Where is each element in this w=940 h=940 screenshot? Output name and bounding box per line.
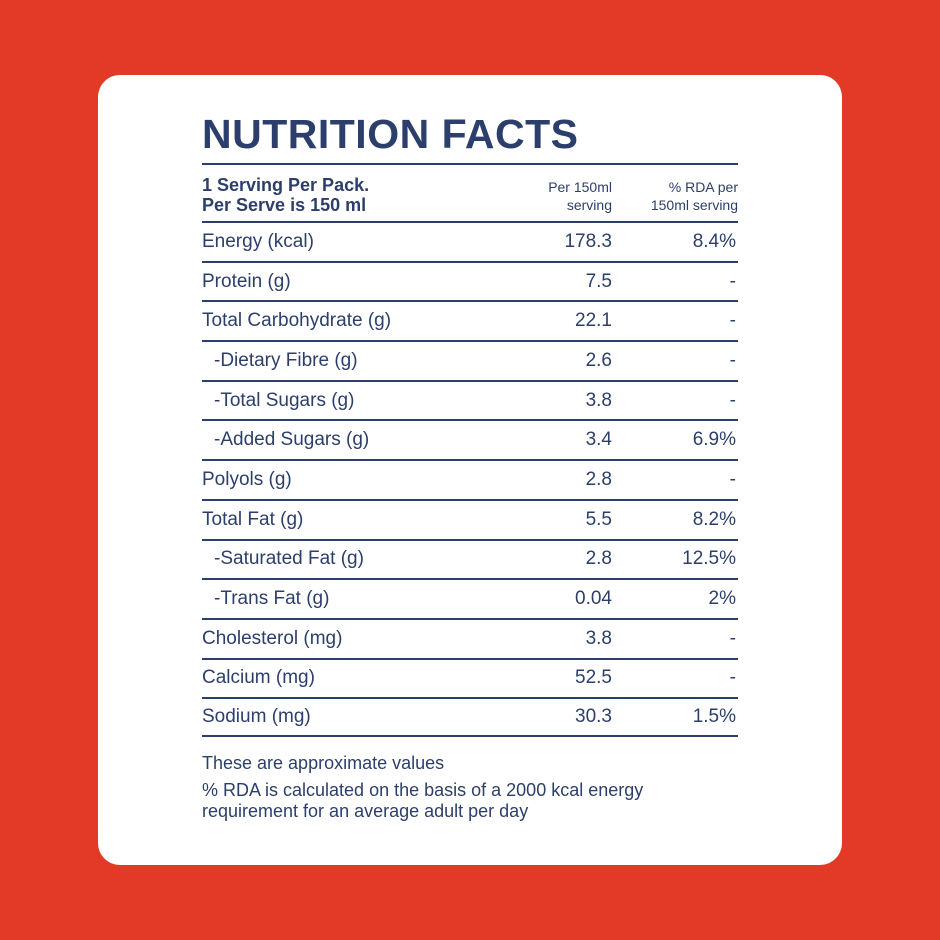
per-serving-value: 2.6 — [585, 349, 612, 371]
rda-value: - — [729, 667, 736, 689]
footnote-rda-line-2: requirement for an average adult per day — [202, 800, 529, 821]
nutrient-name: Sodium (mg) — [202, 706, 311, 728]
footnote-rda: % RDA is calculated on the basis of a 20… — [202, 780, 738, 822]
rda-value: - — [729, 310, 736, 332]
nutrient-name: -Dietary Fibre (g) — [214, 349, 358, 371]
table-row: Energy (kcal) 178.3 8.4% — [202, 221, 738, 261]
rda-value: - — [729, 627, 736, 649]
nutrient-name: Calcium (mg) — [202, 667, 315, 689]
per-serving-value: 2.8 — [585, 548, 612, 570]
footnote-approx: These are approximate values — [202, 752, 445, 773]
rda-value: 1.5% — [692, 706, 736, 728]
nutrient-name: -Added Sugars (g) — [214, 429, 370, 451]
table-row: -Saturated Fat (g) 2.8 12.5% — [202, 538, 738, 579]
per-serving-value: 0.04 — [575, 588, 612, 610]
nutrient-name: Cholesterol (mg) — [202, 627, 343, 649]
rda-value: - — [729, 349, 736, 371]
table-row: Total Fat (g) 5.5 8.2% — [202, 498, 738, 539]
table-row: -Added Sugars (g) 3.4 6.9% — [202, 419, 738, 459]
per-serving-value: 3.8 — [585, 389, 612, 411]
per-serving-value: 3.4 — [585, 429, 612, 451]
table-row: -Total Sugars (g) 3.8 - — [202, 379, 738, 420]
nutrient-name: Total Carbohydrate (g) — [202, 310, 392, 332]
page-title: NUTRITION FACTS — [202, 111, 579, 157]
column-header-rda-line-1: % RDA per — [668, 179, 738, 195]
table-header: 1 Serving Per Pack. Per Serve is 150 ml … — [202, 163, 738, 221]
table-row: -Dietary Fibre (g) 2.6 - — [202, 340, 738, 380]
rda-value: 12.5% — [682, 548, 736, 570]
rda-value: 8.2% — [692, 508, 736, 530]
nutrient-table: Energy (kcal) 178.3 8.4% Protein (g) 7.5- Tot… — [202, 221, 738, 737]
rda-value: 2% — [708, 588, 736, 610]
column-header-per-serving-line-1: Per 150ml — [548, 179, 612, 195]
rda-value: - — [729, 468, 736, 490]
per-serving-value: 178.3 — [564, 230, 612, 252]
rda-value: - — [729, 270, 736, 292]
nutrition-panel: NUTRITION FACTS 1 Serving Per Pack. Per … — [202, 111, 738, 828]
table-row: Protein (g) 7.5 - — [202, 260, 738, 301]
column-header-rda-line-2: 150ml serving — [650, 197, 738, 213]
table-row: -Trans Fat (g) 0.04 2% — [202, 578, 738, 618]
per-serving-value: 52.5 — [575, 667, 612, 689]
nutrient-name: -Saturated Fat (g) — [214, 548, 364, 570]
column-header-per-serving-line-2: serving — [566, 197, 612, 213]
table-row: Sodium (mg) 30.3 1.5% — [202, 697, 738, 737]
rda-value: 6.9% — [692, 429, 736, 451]
footnotes: These are approximate values % RDA is ca… — [202, 753, 738, 822]
table-row: Polyols (g) 2.8 - — [202, 459, 738, 499]
nutrient-name: -Total Sugars (g) — [214, 389, 355, 411]
per-serving-value: 7.5 — [585, 270, 612, 292]
rda-value: 8.4% — [692, 230, 736, 252]
nutrient-name: Total Fat (g) — [202, 508, 304, 530]
table-row: Calcium (mg) 52.5 - — [202, 657, 738, 698]
column-header-rda: % RDA per 150ml serving — [612, 175, 738, 214]
serving-line-1: 1 Serving Per Pack. — [202, 175, 370, 195]
nutrient-name: Energy (kcal) — [202, 230, 314, 252]
per-serving-value: 2.8 — [585, 468, 612, 490]
table-row: Cholesterol (mg) 3.8 - — [202, 617, 738, 658]
serving-line-2: Per Serve is 150 ml — [202, 195, 367, 215]
column-header-per-serving: Per 150ml serving — [492, 175, 612, 214]
rda-value: - — [729, 389, 736, 411]
table-row: Total Carbohydrate (g) 22.1 - — [202, 300, 738, 340]
per-serving-value: 3.8 — [585, 627, 612, 649]
footnote-rda-line-1: % RDA is calculated on the basis of a 20… — [202, 779, 644, 800]
per-serving-value: 30.3 — [575, 706, 612, 728]
per-serving-value: 22.1 — [575, 310, 612, 332]
nutrition-card: NUTRITION FACTS 1 Serving Per Pack. Per … — [98, 75, 842, 865]
per-serving-value: 5.5 — [585, 508, 612, 530]
nutrient-name: Polyols (g) — [202, 468, 292, 490]
nutrient-name: Protein (g) — [202, 270, 291, 292]
nutrient-name: -Trans Fat (g) — [214, 588, 330, 610]
serving-info: 1 Serving Per Pack. Per Serve is 150 ml — [202, 175, 492, 215]
